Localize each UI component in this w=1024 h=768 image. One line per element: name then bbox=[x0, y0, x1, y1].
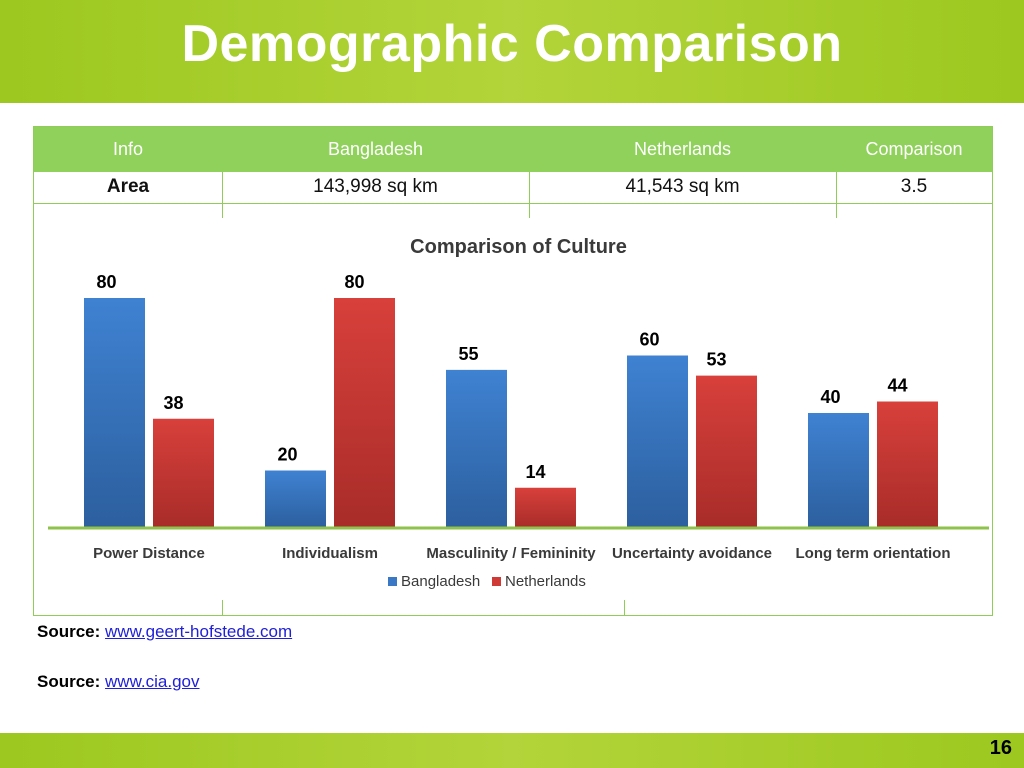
bar-bangladesh-1 bbox=[265, 470, 326, 528]
data-label: 60 bbox=[639, 330, 659, 350]
source-line-1: Source: www.geert-hofstede.com bbox=[37, 622, 292, 642]
page-number: 16 bbox=[989, 737, 1012, 759]
bar-bangladesh-3 bbox=[627, 355, 688, 528]
data-label: 55 bbox=[458, 344, 478, 364]
chart-canvas: 80 38 20 80 55 14 60 53 40 44 Power Distance Indiv… bbox=[48, 272, 989, 590]
bar-netherlands-0 bbox=[153, 418, 214, 528]
header-bangladesh: Bangladesh bbox=[327, 139, 424, 159]
data-label: 80 bbox=[344, 272, 364, 292]
legend-swatch-netherlands bbox=[492, 577, 501, 586]
bar-bangladesh-4 bbox=[808, 413, 869, 528]
culture-chart: Comparison of Culture 80 38 20 80 55 14 60 53 40… bbox=[48, 218, 989, 600]
row-label: Area bbox=[106, 176, 150, 197]
data-label: 80 bbox=[96, 272, 116, 292]
source-link-hofstede[interactable]: www.geert-hofstede.com bbox=[105, 622, 293, 641]
bar-netherlands-3 bbox=[696, 375, 757, 528]
bar-netherlands-4 bbox=[877, 401, 938, 528]
legend-swatch-bangladesh bbox=[388, 577, 397, 586]
legend-label-bangladesh: Bangladesh bbox=[401, 573, 480, 590]
data-label: 40 bbox=[820, 387, 840, 407]
header-comparison: Comparison bbox=[865, 139, 963, 159]
data-label: 20 bbox=[277, 445, 297, 465]
source-label: Source: bbox=[37, 672, 101, 691]
data-label: 38 bbox=[163, 393, 183, 413]
slide-title: Demographic Comparison bbox=[181, 15, 843, 73]
category-label: Masculinity / Femininity bbox=[426, 545, 596, 562]
data-label: 53 bbox=[706, 350, 726, 370]
bar-netherlands-1 bbox=[334, 298, 395, 528]
footer-bar: 16 bbox=[0, 733, 1024, 768]
data-label: 44 bbox=[887, 376, 907, 396]
bar-netherlands-2 bbox=[515, 487, 576, 528]
column-divider bbox=[529, 172, 530, 234]
cell-comparison: 3.5 bbox=[900, 176, 928, 197]
bar-bangladesh-2 bbox=[446, 369, 507, 528]
category-label: Power Distance bbox=[93, 545, 205, 562]
legend-label-netherlands: Netherlands bbox=[505, 573, 586, 590]
header-netherlands: Netherlands bbox=[633, 139, 732, 159]
data-label: 14 bbox=[525, 462, 545, 482]
cell-bangladesh: 143,998 sq km bbox=[313, 176, 438, 197]
bar-bangladesh-0 bbox=[84, 298, 145, 528]
header-info: Info bbox=[112, 139, 144, 159]
category-label: Long term orientation bbox=[796, 545, 951, 562]
column-divider bbox=[222, 172, 223, 234]
title-bar: Demographic Comparison bbox=[0, 0, 1024, 103]
source-link-cia[interactable]: www.cia.gov bbox=[105, 672, 200, 691]
table-header: Info Bangladesh Netherlands Comparison bbox=[34, 127, 992, 172]
category-label: Individualism bbox=[282, 545, 378, 562]
source-label: Source: bbox=[37, 622, 101, 641]
cell-netherlands: 41,543 sq km bbox=[625, 176, 740, 197]
column-divider bbox=[836, 172, 837, 234]
category-label: Uncertainty avoidance bbox=[612, 545, 772, 562]
source-line-2: Source: www.cia.gov bbox=[37, 672, 200, 692]
chart-title: Comparison of Culture bbox=[410, 236, 627, 258]
table-row: Area 143,998 sq km 41,543 sq km 3.5 bbox=[34, 172, 992, 204]
